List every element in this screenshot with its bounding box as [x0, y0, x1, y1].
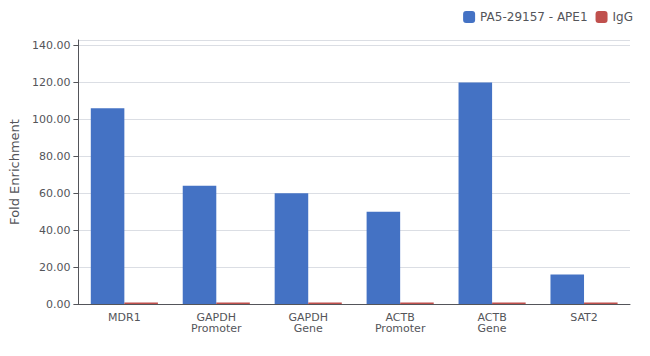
- svg-text:PA5-29157 - APE1: PA5-29157 - APE1: [480, 10, 587, 24]
- svg-text:100.00: 100.00: [32, 113, 71, 126]
- svg-text:GAPDH: GAPDH: [196, 311, 236, 324]
- svg-text:GAPDH: GAPDH: [288, 311, 328, 324]
- svg-text:140.00: 140.00: [32, 39, 71, 52]
- svg-text:120.00: 120.00: [32, 76, 71, 89]
- svg-text:ACTB: ACTB: [385, 311, 415, 324]
- svg-text:MDR1: MDR1: [108, 311, 141, 324]
- svg-text:SAT2: SAT2: [570, 311, 598, 324]
- svg-text:Gene: Gene: [478, 322, 507, 335]
- svg-text:80.00: 80.00: [39, 150, 71, 163]
- svg-text:Promoter: Promoter: [375, 322, 426, 335]
- svg-text:40.00: 40.00: [39, 224, 71, 237]
- svg-text:60.00: 60.00: [39, 187, 71, 200]
- svg-text:Fold Enrichment: Fold Enrichment: [7, 119, 22, 225]
- svg-text:0.00: 0.00: [46, 298, 71, 311]
- svg-text:IgG: IgG: [613, 10, 633, 24]
- svg-text:Gene: Gene: [294, 322, 323, 335]
- svg-text:Promoter: Promoter: [191, 322, 242, 335]
- svg-text:ACTB: ACTB: [477, 311, 507, 324]
- svg-text:20.00: 20.00: [39, 261, 71, 274]
